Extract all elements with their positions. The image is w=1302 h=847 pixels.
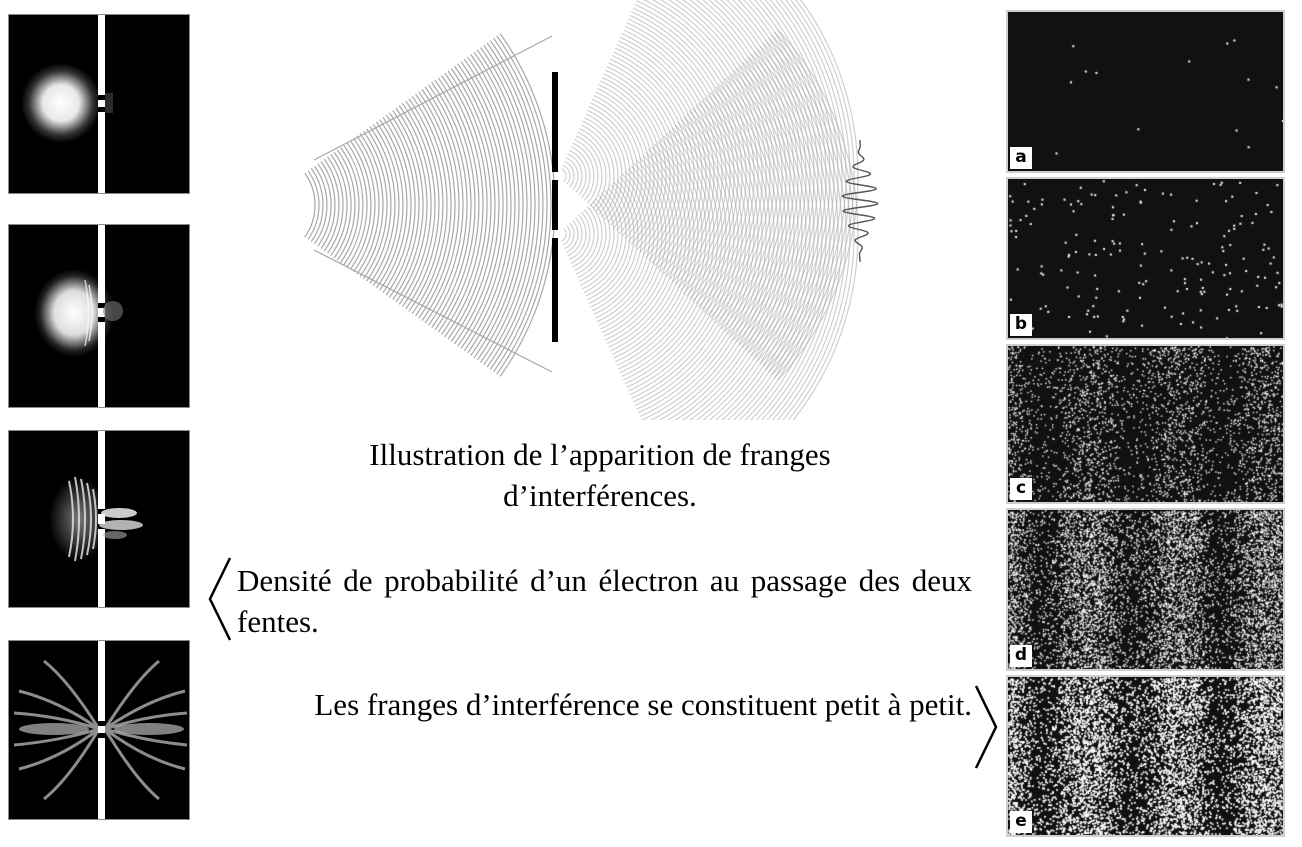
electron-dots-e [1008,677,1283,835]
left-angle-bracket [208,557,232,641]
slit-barrier-top [552,72,558,172]
density-frame-3 [8,430,190,608]
electron-dots-c [1008,346,1283,502]
right-angle-bracket [974,685,998,769]
panel-label: d [1010,645,1032,667]
caption-buildup: Les franges d’interférence se constituen… [314,687,972,722]
slit-barrier-bottom [552,238,558,342]
electron-dots-d [1008,510,1283,669]
electron-dots-a [1008,12,1283,171]
double-slit-diagram [304,0,879,420]
incident-wavefronts [304,33,556,377]
density-frame-4 [8,640,190,820]
buildup-panel-d: d [1006,508,1285,671]
panel-label: c [1010,478,1032,500]
panel-label: a [1010,147,1032,169]
caption-density: Densité de probabilité d’un électron au … [237,563,972,639]
buildup-panel-b: b [1006,177,1285,340]
buildup-panel-e: e [1006,675,1285,837]
buildup-panel-c: c [1006,344,1285,504]
buildup-panel-a: a [1006,10,1285,173]
slit-barrier-middle [552,180,558,230]
density-frame-2 [8,224,190,408]
panel-label: b [1010,314,1032,336]
electron-dots-b [1008,179,1283,338]
intensity-profile [841,140,879,262]
diffracted-wavefronts [560,0,859,420]
caption-fringes: Illustration de l’apparition de franges … [369,437,831,513]
panel-label: e [1010,811,1032,833]
density-frame-1 [8,14,190,194]
